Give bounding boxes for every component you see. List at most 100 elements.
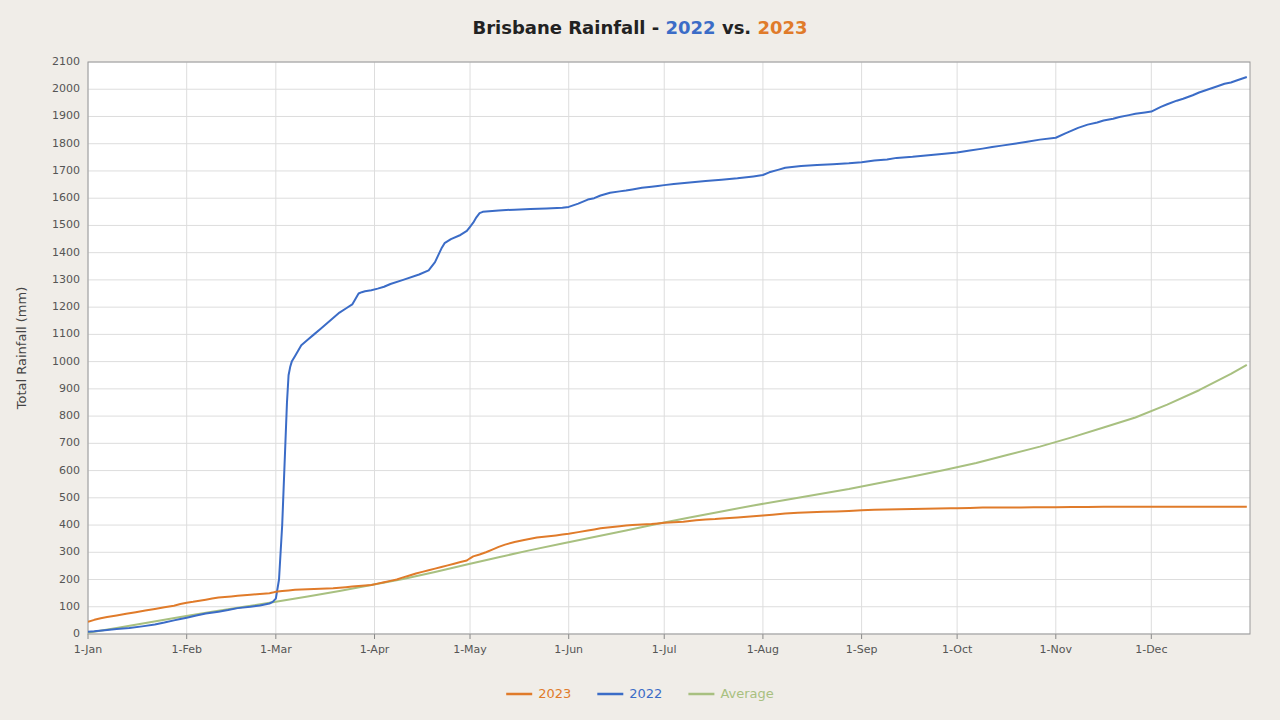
legend-swatch (597, 693, 623, 696)
y-tick-label: 1100 (52, 327, 80, 340)
grid-line (88, 307, 1250, 308)
y-tick-label: 1700 (52, 164, 80, 177)
y-tick-label: 600 (59, 464, 80, 477)
grid-line (470, 62, 471, 634)
y-tick-label: 1600 (52, 191, 80, 204)
y-tick-label: 400 (59, 518, 80, 531)
legend-item: 2022 (597, 686, 662, 701)
grid-line (88, 606, 1250, 607)
legend-item: 2023 (506, 686, 571, 701)
y-tick-label: 500 (59, 491, 80, 504)
y-tick-label: 100 (59, 600, 80, 613)
y-tick-label: 1800 (52, 137, 80, 150)
x-tick (762, 634, 763, 639)
x-tick (568, 634, 569, 639)
series-line (88, 365, 1247, 633)
grid-line (861, 62, 862, 634)
grid-line (88, 252, 1250, 253)
legend-swatch (506, 693, 532, 696)
plot-frame (88, 62, 1250, 634)
x-tick (861, 634, 862, 639)
grid-line (88, 143, 1250, 144)
x-tick-label: 1-Aug (747, 643, 779, 656)
grid-line (664, 62, 665, 634)
grid-line (88, 89, 1250, 90)
x-tick (275, 634, 276, 639)
x-tick (470, 634, 471, 639)
x-tick (88, 634, 89, 639)
grid-line (957, 62, 958, 634)
x-tick-label: 1-Oct (942, 643, 973, 656)
grid-line (88, 579, 1250, 580)
x-tick-label: 1-Jul (652, 643, 677, 656)
grid-line (1055, 62, 1056, 634)
y-tick-label: 800 (59, 409, 80, 422)
y-tick-label: 1200 (52, 300, 80, 313)
title-part: 2022 (666, 17, 716, 38)
title-part: 2023 (757, 17, 807, 38)
grid-line (88, 170, 1250, 171)
y-tick-label: 200 (59, 573, 80, 586)
y-tick-label: 300 (59, 545, 80, 558)
y-tick-label: 900 (59, 382, 80, 395)
grid-line (568, 62, 569, 634)
y-tick-label: 2000 (52, 82, 80, 95)
grid-line (186, 62, 187, 634)
grid-line (374, 62, 375, 634)
y-tick-label: 700 (59, 436, 80, 449)
x-tick-label: 1-Mar (260, 643, 292, 656)
grid-line (88, 361, 1250, 362)
x-tick (1055, 634, 1056, 639)
x-tick-label: 1-Jan (74, 643, 103, 656)
grid-line (88, 443, 1250, 444)
y-tick-label: 1000 (52, 355, 80, 368)
grid-line (88, 388, 1250, 389)
grid-line (88, 552, 1250, 553)
grid (88, 62, 1250, 634)
x-tick-label: 1-Sep (846, 643, 878, 656)
title: Brisbane Rainfall - 2022 vs. 2023 (472, 17, 807, 38)
title-part: Brisbane Rainfall - (472, 17, 665, 38)
grid-line (88, 525, 1250, 526)
plot-area (88, 62, 1250, 634)
grid-line (88, 497, 1250, 498)
x-tick-label: 1-Feb (171, 643, 201, 656)
x-tick-label: 1-May (453, 643, 487, 656)
series-line (88, 77, 1247, 632)
y-tick-label: 0 (73, 627, 80, 640)
grid-line (88, 198, 1250, 199)
series-lines (88, 77, 1247, 633)
x-tick-label: 1-Apr (360, 643, 390, 656)
grid-line (88, 225, 1250, 226)
x-tick-label: 1-Dec (1135, 643, 1167, 656)
legend-label: 2022 (629, 686, 662, 701)
grid-line (88, 279, 1250, 280)
grid-line (88, 334, 1250, 335)
series-line (88, 507, 1247, 622)
grid-line (1151, 62, 1152, 634)
legend-swatch (688, 693, 714, 696)
grid-line (762, 62, 763, 634)
x-tick (957, 634, 958, 639)
y-axis-label: Total Rainfall (mm) (14, 287, 29, 410)
legend-label: Average (720, 686, 773, 701)
y-tick-label: 1400 (52, 246, 80, 259)
x-tick (664, 634, 665, 639)
y-tick-label: 1300 (52, 273, 80, 286)
grid-line (88, 470, 1250, 471)
grid-line (88, 416, 1250, 417)
y-tick-label: 1500 (52, 218, 80, 231)
legend-item: Average (688, 686, 773, 701)
x-tick-label: 1-Jun (554, 643, 583, 656)
x-tick (374, 634, 375, 639)
legend-label: 2023 (538, 686, 571, 701)
x-tick (186, 634, 187, 639)
chart: 0 100 200 300 400 500 600 700 800 900 1000 1100 1200… (0, 0, 1280, 720)
legend: 2023 2022 Average (506, 686, 774, 701)
y-tick-label: 2100 (52, 55, 80, 68)
grid-line (275, 62, 276, 634)
title-part: vs. (716, 17, 758, 38)
y-tick-label: 1900 (52, 109, 80, 122)
x-tick-label: 1-Nov (1040, 643, 1073, 656)
x-tick (1151, 634, 1152, 639)
